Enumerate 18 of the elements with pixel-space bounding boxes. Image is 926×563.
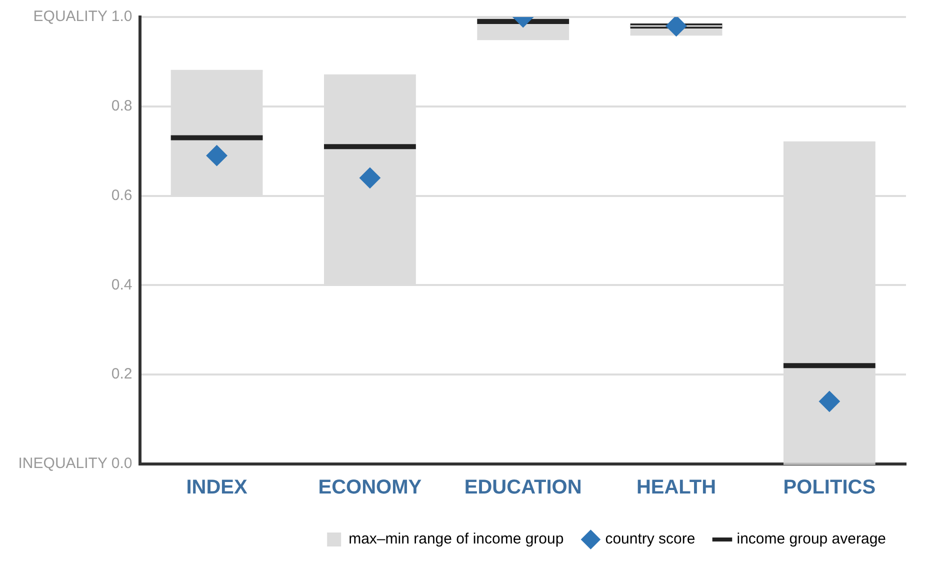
y-tick-label: INEQUALITY 0.0: [18, 455, 132, 472]
point: [359, 167, 380, 188]
y-tick-label: 0.2: [111, 366, 132, 383]
point: [206, 145, 228, 166]
legend-label: country score: [605, 530, 696, 548]
x-tick-label: EDUCATION: [464, 476, 582, 499]
point: [666, 17, 687, 36]
x-tick-label: INDEX: [186, 476, 248, 499]
x-tick-label: HEALTH: [636, 476, 716, 499]
text: income group average: [736, 530, 886, 548]
legend-label: max–min range of income group: [348, 530, 564, 548]
y-tick-label: EQUALITY 1.0: [33, 8, 132, 26]
point: [818, 390, 840, 412]
y-tick-label: 0.6: [111, 186, 132, 204]
x-tick-label: POLITICS: [783, 476, 876, 499]
y-tick-label: 0.4: [111, 276, 132, 294]
x-tick-label: ECONOMY: [318, 476, 422, 499]
y-tick-label: 0.8: [111, 98, 132, 115]
